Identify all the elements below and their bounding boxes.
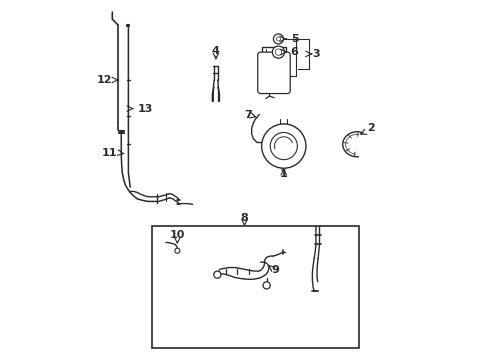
Text: 10: 10 [169, 230, 184, 240]
Circle shape [276, 37, 280, 41]
Text: 6: 6 [289, 47, 297, 57]
Text: 9: 9 [271, 265, 279, 275]
Text: 11: 11 [102, 148, 118, 158]
Circle shape [272, 46, 284, 58]
Text: 12: 12 [97, 75, 112, 85]
Circle shape [175, 248, 180, 253]
Text: 7: 7 [244, 110, 251, 120]
Text: 1: 1 [279, 168, 287, 179]
Circle shape [263, 282, 270, 289]
Text: 3: 3 [311, 49, 319, 59]
Text: 5: 5 [290, 34, 298, 44]
Text: 2: 2 [366, 123, 374, 133]
Text: 4: 4 [212, 46, 220, 56]
Circle shape [273, 34, 283, 44]
Text: 8: 8 [240, 212, 248, 222]
FancyBboxPatch shape [257, 52, 290, 94]
Circle shape [261, 124, 305, 168]
Circle shape [275, 49, 281, 55]
Bar [151, 226, 358, 348]
Circle shape [270, 132, 297, 159]
Text: 13: 13 [138, 104, 153, 113]
Circle shape [213, 271, 221, 278]
